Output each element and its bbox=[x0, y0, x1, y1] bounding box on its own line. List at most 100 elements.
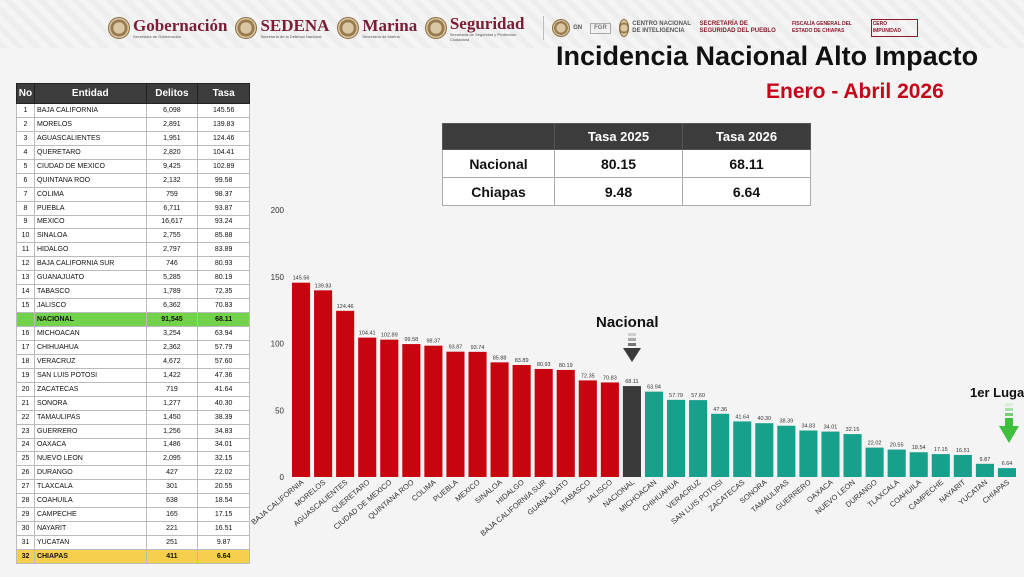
down-arrow-icon bbox=[623, 333, 641, 362]
table-row: 23 GUERRERO 1,256 34.83 bbox=[16, 423, 250, 439]
cell-entidad: TLAXCALA bbox=[33, 479, 147, 495]
cell-entidad: TAMAULIPAS bbox=[33, 409, 147, 425]
cell-no: 14 bbox=[16, 284, 35, 300]
table-row: 4 QUERETARO 2,820 104.41 bbox=[16, 144, 250, 160]
bar bbox=[600, 382, 619, 477]
cell-entidad: QUERETARO bbox=[33, 144, 147, 160]
col-header-no: No bbox=[16, 83, 35, 104]
cell-no: 9 bbox=[16, 214, 35, 230]
logo-sub: Secretaría de Seguridad y Protección Ciu… bbox=[449, 31, 517, 42]
cell-entidad: CIUDAD DE MEXICO bbox=[33, 158, 147, 174]
cell-delitos: 3,254 bbox=[145, 326, 199, 341]
table-row: 11 HIDALGO 2,797 83.89 bbox=[16, 242, 250, 258]
y-tick-label: 200 bbox=[271, 206, 285, 215]
cell-delitos: 1,422 bbox=[145, 367, 199, 383]
cell-delitos: 5,285 bbox=[145, 270, 199, 286]
bar bbox=[755, 423, 774, 477]
table-row: 26 DURANGO 427 22.02 bbox=[16, 465, 250, 481]
bar bbox=[512, 365, 531, 477]
bar bbox=[689, 400, 708, 477]
cell-delitos: 2,755 bbox=[145, 228, 199, 244]
row-label: Nacional bbox=[442, 149, 555, 178]
cell-delitos: 221 bbox=[145, 521, 199, 537]
seal-icon bbox=[425, 17, 447, 39]
bar bbox=[622, 386, 641, 477]
org-label: CENTRO NACIONAL DE INTELIGENCIA bbox=[632, 21, 691, 34]
logo-fgr: FGR bbox=[590, 22, 611, 34]
data-label: 17.15 bbox=[934, 447, 948, 453]
cell-delitos: 719 bbox=[145, 381, 199, 397]
cell-tasa: 102.89 bbox=[197, 158, 250, 174]
data-label: 80.93 bbox=[537, 362, 551, 368]
seal-icon bbox=[618, 19, 630, 37]
cell-tasa: 34.83 bbox=[197, 423, 250, 439]
cell-entidad: TABASCO bbox=[33, 284, 147, 300]
cell-delitos: 638 bbox=[145, 493, 199, 509]
table-row: 6 QUINTANA ROO 2,132 99.58 bbox=[16, 172, 250, 188]
data-label: 40.30 bbox=[757, 416, 771, 422]
table-row: 10 SINALOA 2,755 85.88 bbox=[16, 228, 250, 244]
logo-name: Gobernación bbox=[133, 16, 228, 35]
cell-tasa: 47.36 bbox=[197, 367, 250, 383]
cell-entidad: MORELOS bbox=[33, 116, 147, 132]
cell-entidad: GUERRERO bbox=[33, 423, 147, 439]
cell-entidad: HIDALGO bbox=[33, 242, 147, 258]
cell-entidad: NAYARIT bbox=[33, 521, 147, 537]
seal-icon bbox=[337, 17, 360, 39]
cell-delitos: 16,617 bbox=[145, 214, 199, 230]
cell-entidad: BAJA CALIFORNIA SUR bbox=[33, 256, 147, 272]
table-row: 1 BAJA CALIFORNIA 6,098 145.56 bbox=[16, 103, 250, 118]
data-label: 124.46 bbox=[337, 304, 354, 310]
cell-delitos: 6,098 bbox=[145, 103, 199, 118]
bar bbox=[909, 452, 928, 477]
logo-sedena: SEDENA Secretaría de la Defensa Nacional bbox=[235, 17, 329, 39]
data-label: 57.60 bbox=[691, 393, 705, 399]
cell-entidad: CHIHUAHUA bbox=[33, 339, 147, 355]
cell-delitos: 2,132 bbox=[145, 172, 199, 188]
y-tick-label: 50 bbox=[275, 406, 284, 415]
data-label: 47.36 bbox=[713, 407, 727, 413]
cell-delitos: 1,789 bbox=[145, 284, 199, 300]
data-label: 34.83 bbox=[802, 424, 816, 430]
cell-delitos: 1,277 bbox=[145, 395, 199, 411]
org-label: GN bbox=[573, 24, 583, 31]
logo-sub: Secretaría de la Defensa Nacional bbox=[260, 34, 322, 39]
data-label: 80.19 bbox=[559, 363, 573, 369]
bar bbox=[336, 310, 355, 477]
bar bbox=[887, 449, 906, 477]
comparison-row-nacional: Nacional 80.15 68.11 bbox=[442, 149, 811, 178]
data-label: 38.39 bbox=[779, 419, 793, 425]
table-row: 7 COLIMA 759 98.37 bbox=[16, 186, 250, 202]
logo-fiscalia: FISCALÍA GENERAL DEL ESTADO DE CHIAPAS bbox=[792, 21, 863, 35]
cell-no: 12 bbox=[16, 256, 35, 272]
cell-no: 6 bbox=[16, 172, 35, 188]
cell-no: 18 bbox=[16, 353, 35, 369]
cell-entidad: YUCATAN bbox=[33, 535, 147, 550]
data-label: 85.88 bbox=[493, 355, 507, 361]
col-header-delitos: Delitos bbox=[145, 83, 199, 104]
data-label: 68.11 bbox=[625, 379, 638, 385]
down-arrow-icon bbox=[999, 403, 1019, 443]
cell-tasa: 98.37 bbox=[197, 186, 250, 202]
cell-tasa: 72.35 bbox=[197, 284, 250, 300]
cell-entidad: PUEBLA bbox=[33, 200, 147, 216]
data-label: 70.83 bbox=[603, 375, 617, 381]
bar bbox=[733, 421, 752, 477]
col-header-tasa: Tasa bbox=[197, 83, 250, 104]
data-label: 72.35 bbox=[581, 373, 595, 379]
cell-no: 26 bbox=[16, 465, 35, 481]
cell-no: 17 bbox=[16, 339, 35, 355]
cell-entidad: BAJA CALIFORNIA bbox=[33, 103, 147, 118]
first-place-annotation: 1er Lugar bbox=[970, 385, 1024, 400]
logo-cni: CENTRO NACIONAL DE INTELIGENCIA bbox=[618, 19, 692, 37]
logo-name: SEDENA bbox=[260, 16, 330, 35]
comparison-header-row: Tasa 2025 Tasa 2026 bbox=[442, 123, 811, 150]
cell-tasa: 40.30 bbox=[197, 395, 250, 411]
cell-delitos: 4,672 bbox=[145, 353, 199, 369]
bar bbox=[931, 454, 950, 477]
cell-no: 31 bbox=[16, 535, 35, 550]
table-row: 28 COAHUILA 638 18.54 bbox=[16, 493, 250, 509]
logo-ssp: SECRETARÍA DE SEGURIDAD DEL PUEBLO bbox=[700, 21, 784, 35]
bar bbox=[380, 339, 399, 477]
table-row: 16 MICHOACAN 3,254 63.94 bbox=[16, 326, 250, 341]
